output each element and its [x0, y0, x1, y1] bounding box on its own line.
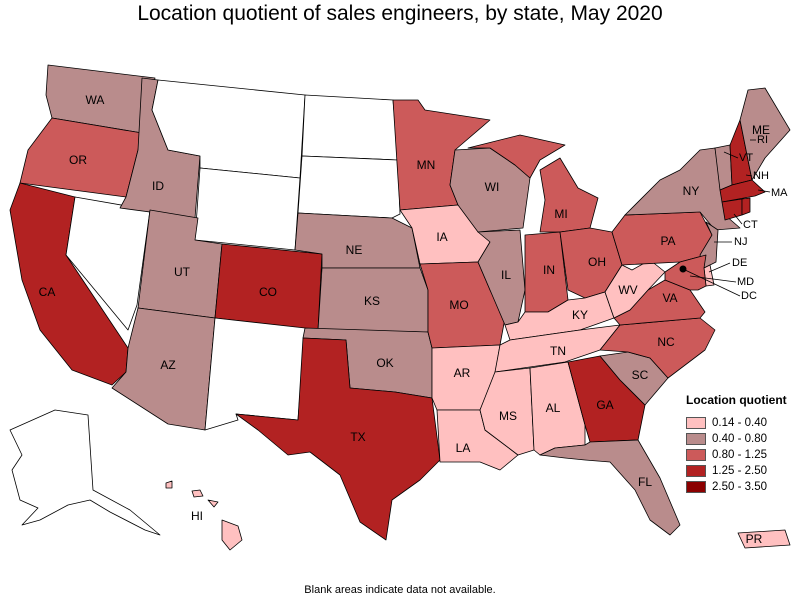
- label-TN: TN: [550, 344, 566, 358]
- label-CO: CO: [259, 285, 277, 299]
- label-IA: IA: [436, 230, 447, 244]
- label-VT: VT: [739, 152, 753, 164]
- label-OR: OR: [69, 153, 87, 167]
- state-FL: [539, 439, 681, 536]
- legend-label: 1.25 - 2.50: [712, 465, 767, 477]
- label-AZ: AZ: [160, 358, 175, 372]
- legend-swatch: [686, 449, 706, 461]
- map-title: Location quotient of sales engineers, by…: [137, 2, 663, 25]
- label-ID: ID: [152, 179, 164, 193]
- state-MD: [664, 254, 707, 291]
- label-WV: WV: [618, 283, 637, 297]
- label-CA: CA: [39, 285, 56, 299]
- legend: Location quotient 0.14 - 0.40 0.40 - 0.8…: [686, 393, 798, 495]
- legend-item: 0.14 - 0.40: [686, 415, 798, 431]
- label-MI: MI: [554, 207, 567, 221]
- label-MN: MN: [417, 158, 436, 172]
- legend-item: 0.80 - 1.25: [686, 447, 798, 463]
- state-NM: [204, 317, 306, 431]
- legend-label: 2.50 - 3.50: [712, 481, 767, 493]
- label-AR: AR: [454, 366, 471, 380]
- label-DC: DC: [741, 290, 757, 302]
- legend-swatch: [686, 417, 706, 429]
- legend-swatch: [686, 465, 706, 477]
- legend-item: 1.25 - 2.50: [686, 463, 798, 479]
- state-HI: [165, 480, 243, 551]
- label-TX: TX: [350, 430, 365, 444]
- state-TX: [235, 337, 441, 541]
- label-KY: KY: [572, 308, 588, 322]
- leader-DC: [682, 268, 741, 297]
- label-CT: CT: [743, 219, 758, 231]
- label-MD: MD: [737, 276, 754, 288]
- label-NJ: NJ: [734, 236, 747, 248]
- leader-MD: [689, 275, 737, 283]
- label-ME: ME: [752, 123, 770, 137]
- state-CT: [721, 198, 743, 221]
- leader-CT: [733, 213, 743, 225]
- state-AK: [9, 409, 161, 536]
- label-IL: IL: [501, 268, 511, 282]
- legend-swatch: [686, 481, 706, 493]
- legend-label: 0.80 - 1.25: [712, 449, 767, 461]
- legend-label: 0.40 - 0.80: [712, 433, 767, 445]
- legend-swatch: [686, 433, 706, 445]
- legend-label: 0.14 - 0.40: [712, 417, 767, 429]
- label-KS: KS: [364, 294, 380, 308]
- state-PR: [737, 529, 791, 549]
- leader-MA: [757, 189, 771, 193]
- leader-VT: [723, 151, 739, 159]
- label-SC: SC: [632, 368, 649, 382]
- label-WI: WI: [485, 180, 500, 194]
- label-GA: GA: [596, 398, 613, 412]
- label-DE: DE: [732, 257, 747, 269]
- label-UT: UT: [174, 265, 191, 279]
- legend-title: Location quotient: [686, 393, 787, 407]
- legend-item: 0.40 - 0.80: [686, 431, 798, 447]
- footnote: Blank areas indicate data not available.: [304, 584, 496, 596]
- label-PA: PA: [660, 234, 675, 248]
- label-VA: VA: [662, 291, 677, 305]
- state-RI: [741, 197, 751, 216]
- label-RI: RI: [757, 134, 768, 146]
- legend-item: 2.50 - 3.50: [686, 479, 798, 495]
- label-WA: WA: [86, 93, 105, 107]
- state-ND: [301, 94, 399, 161]
- label-HI: HI: [191, 509, 203, 523]
- label-MO: MO: [449, 298, 468, 312]
- label-IN: IN: [543, 263, 555, 277]
- label-OH: OH: [588, 255, 606, 269]
- label-NE: NE: [346, 243, 363, 257]
- label-FL: FL: [638, 475, 652, 489]
- label-LA: LA: [456, 441, 471, 455]
- label-NC: NC: [657, 335, 675, 349]
- label-NY: NY: [683, 184, 700, 198]
- label-MA: MA: [771, 187, 788, 199]
- state-SD: [297, 155, 401, 219]
- label-AL: AL: [546, 401, 561, 415]
- label-PR: PR: [746, 532, 763, 546]
- label-OK: OK: [376, 356, 393, 370]
- leader-DE: [708, 262, 731, 273]
- state-WY: [194, 167, 301, 251]
- label-MS: MS: [499, 409, 517, 423]
- label-NH: NH: [753, 170, 769, 182]
- leader-NH: [745, 174, 753, 177]
